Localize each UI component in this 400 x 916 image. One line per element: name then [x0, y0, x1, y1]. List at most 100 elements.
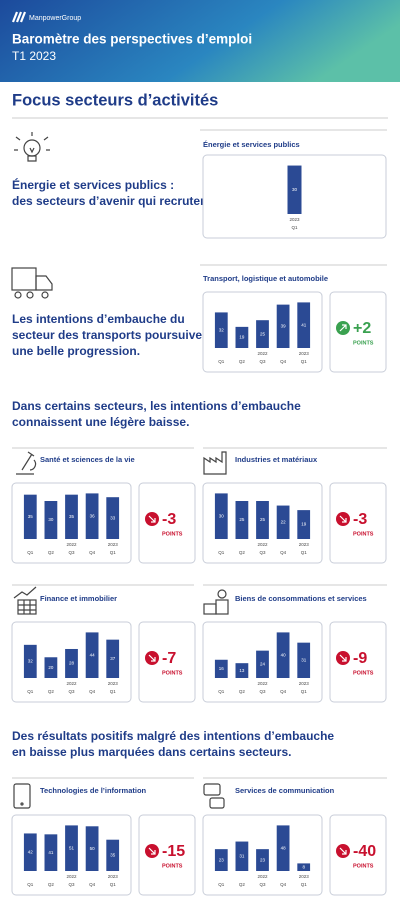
x-tick-label: Q3 — [68, 689, 75, 694]
bar — [297, 863, 311, 871]
chat-icon — [203, 783, 225, 809]
x-tick-label: Q2 — [239, 550, 246, 555]
delta-value: -40 — [353, 843, 376, 860]
delta-value: +2 — [353, 320, 371, 337]
bar — [65, 648, 78, 678]
x-tick-label: Q1 — [110, 550, 117, 555]
year-label: 2022 — [257, 874, 268, 879]
bar-label: 23 — [219, 857, 225, 862]
bar-label: 39 — [281, 323, 287, 328]
bar-label: 22 — [281, 519, 287, 524]
bar — [256, 849, 269, 871]
x-tick-label: Q1 — [27, 689, 34, 694]
x-tick-label: Q1 — [301, 689, 308, 694]
finance-icon — [13, 586, 37, 615]
bar — [276, 505, 290, 539]
consumer-icon — [203, 589, 229, 615]
header-subtitle: T1 2023 — [12, 49, 56, 63]
bar — [23, 494, 37, 539]
delta-value: -15 — [162, 843, 185, 860]
x-tick-label: Q1 — [110, 882, 117, 887]
tablet-icon — [13, 783, 31, 809]
block-text: une belle progression. — [12, 344, 140, 358]
block-text: Énergie et services publics : — [12, 177, 174, 192]
delta-box — [329, 621, 387, 703]
bar-label: 33 — [110, 515, 116, 520]
bar-label: 35 — [28, 514, 34, 519]
bar-label: 19 — [301, 522, 307, 527]
delta-arrow — [148, 654, 156, 662]
delta-arrow — [339, 515, 347, 523]
x-tick-label: Q4 — [280, 359, 287, 364]
x-tick-label: Q4 — [280, 882, 287, 887]
bar — [214, 659, 228, 678]
year-label: 2022 — [66, 874, 77, 879]
x-tick-label: Q4 — [89, 550, 96, 555]
delta-box — [329, 814, 387, 896]
bar-label: 30 — [48, 517, 54, 522]
x-tick-label: Q2 — [48, 689, 55, 694]
bar-label: 41 — [48, 850, 54, 855]
x-tick-label: Q2 — [239, 882, 246, 887]
x-tick-label: Q3 — [259, 550, 266, 555]
x-tick-label: Q1 — [218, 689, 225, 694]
bar — [276, 632, 290, 678]
section-heading: Dans certains secteurs, les intentions d… — [12, 399, 301, 413]
bar-label: 13 — [239, 668, 245, 673]
header-title: Baromètre des perspectives d’emploi — [12, 32, 252, 47]
year-label: 2022 — [257, 681, 268, 686]
bar — [65, 494, 78, 539]
header-bg — [0, 0, 400, 82]
year-label: 2022 — [257, 351, 268, 356]
x-tick-label: Q4 — [89, 882, 96, 887]
bar — [256, 501, 269, 539]
bar — [256, 320, 269, 348]
factory-icon — [203, 451, 227, 475]
x-tick-label: Q1 — [27, 550, 34, 555]
x-tick-label: Q1 — [301, 882, 308, 887]
bar-label: 25 — [239, 517, 245, 522]
bar-label: 41 — [301, 322, 307, 327]
bar — [235, 841, 249, 871]
delta-unit: POINTS — [162, 531, 183, 537]
bar-label: 36 — [90, 513, 96, 518]
year-label: 2022 — [66, 542, 77, 547]
chart-title: Finance et immobilier — [40, 594, 117, 603]
delta-arrow — [339, 654, 347, 662]
year-label: 2023 — [108, 681, 119, 686]
year-label: 2023 — [289, 217, 300, 222]
microscope-icon — [16, 451, 37, 475]
delta-arrow — [148, 515, 156, 523]
bar-label: 44 — [90, 652, 96, 657]
x-tick-label: Q4 — [280, 550, 287, 555]
chart-title: Services de communication — [235, 786, 335, 795]
block-text: secteur des transports poursuivent — [12, 328, 213, 342]
delta-arrow — [339, 847, 347, 855]
x-tick-label: Q2 — [239, 359, 246, 364]
year-label: 2022 — [257, 542, 268, 547]
bar — [65, 825, 78, 871]
chart-title: Technologies de l’information — [40, 786, 147, 795]
x-tick-label: Q1 — [218, 882, 225, 887]
year-label: 2023 — [299, 351, 310, 356]
bulb-icon — [14, 132, 50, 162]
year-label: 2023 — [299, 681, 310, 686]
truck-icon — [11, 267, 53, 299]
brand-logo — [11, 11, 27, 23]
bar — [85, 493, 99, 539]
delta-box — [329, 291, 387, 373]
bar-label: 30 — [292, 187, 298, 192]
bar — [85, 826, 99, 871]
focus-title: Focus secteurs d’activités — [12, 91, 218, 109]
chart-title: Transport, logistique et automobile — [203, 274, 328, 283]
bar — [276, 825, 290, 871]
bar — [256, 650, 269, 678]
bar — [276, 304, 290, 348]
year-label: 2022 — [66, 681, 77, 686]
year-label: 2023 — [299, 542, 310, 547]
year-label: 2023 — [299, 874, 310, 879]
x-tick-label: Q1 — [301, 359, 308, 364]
bar-label: 32 — [28, 659, 34, 664]
x-tick-label: Q4 — [280, 689, 287, 694]
